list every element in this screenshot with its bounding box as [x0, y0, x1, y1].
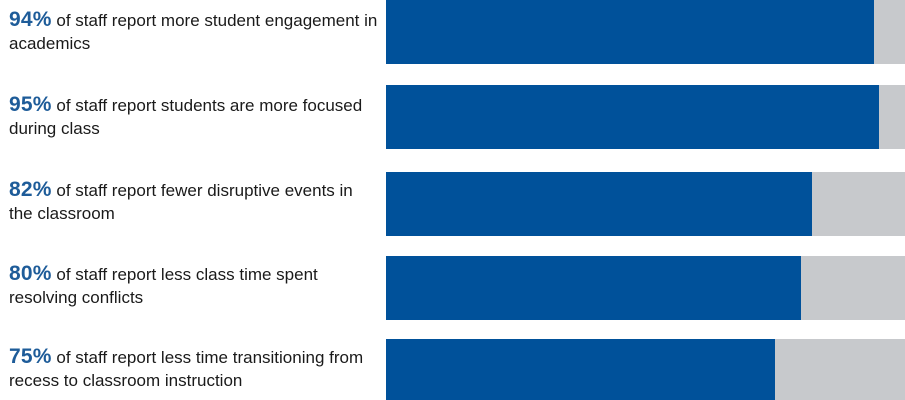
bar-percent-label: 75% — [9, 345, 52, 368]
bar-fill — [386, 172, 812, 236]
bar-row: 82% of staff report fewer disruptive eve… — [0, 172, 905, 236]
bar-row: 95% of staff report students are more fo… — [0, 85, 905, 149]
bar-label: 94% of staff report more student engagem… — [9, 8, 379, 55]
bar-percent-label: 82% — [9, 178, 52, 201]
bar-description: of staff report students are more focuse… — [9, 96, 363, 138]
bar-track — [386, 85, 905, 149]
bar-label: 80% of staff report less class time spen… — [9, 262, 379, 309]
bar-track — [386, 256, 905, 320]
bar-description: of staff report more student engagement … — [9, 11, 378, 53]
bar-track — [386, 172, 905, 236]
bar-percent-label: 80% — [9, 262, 52, 285]
bar-description: of staff report less time transitioning … — [9, 348, 364, 390]
bar-percent-label: 94% — [9, 8, 52, 31]
bar-row: 94% of staff report more student engagem… — [0, 0, 905, 64]
bar-row: 80% of staff report less class time spen… — [0, 256, 905, 320]
bar-fill — [386, 0, 874, 64]
bar-row: 75% of staff report less time transition… — [0, 339, 905, 400]
bar-track — [386, 339, 905, 400]
bar-fill — [386, 85, 879, 149]
bar-track — [386, 0, 905, 64]
bar-label: 75% of staff report less time transition… — [9, 345, 379, 392]
bar-percent-label: 95% — [9, 93, 52, 116]
bar-description: of staff report fewer disruptive events … — [9, 181, 353, 223]
bar-fill — [386, 256, 801, 320]
bar-fill — [386, 339, 775, 400]
bar-label: 82% of staff report fewer disruptive eve… — [9, 178, 379, 225]
bar-label: 95% of staff report students are more fo… — [9, 93, 379, 140]
bar-description: of staff report less class time spent re… — [9, 265, 318, 307]
